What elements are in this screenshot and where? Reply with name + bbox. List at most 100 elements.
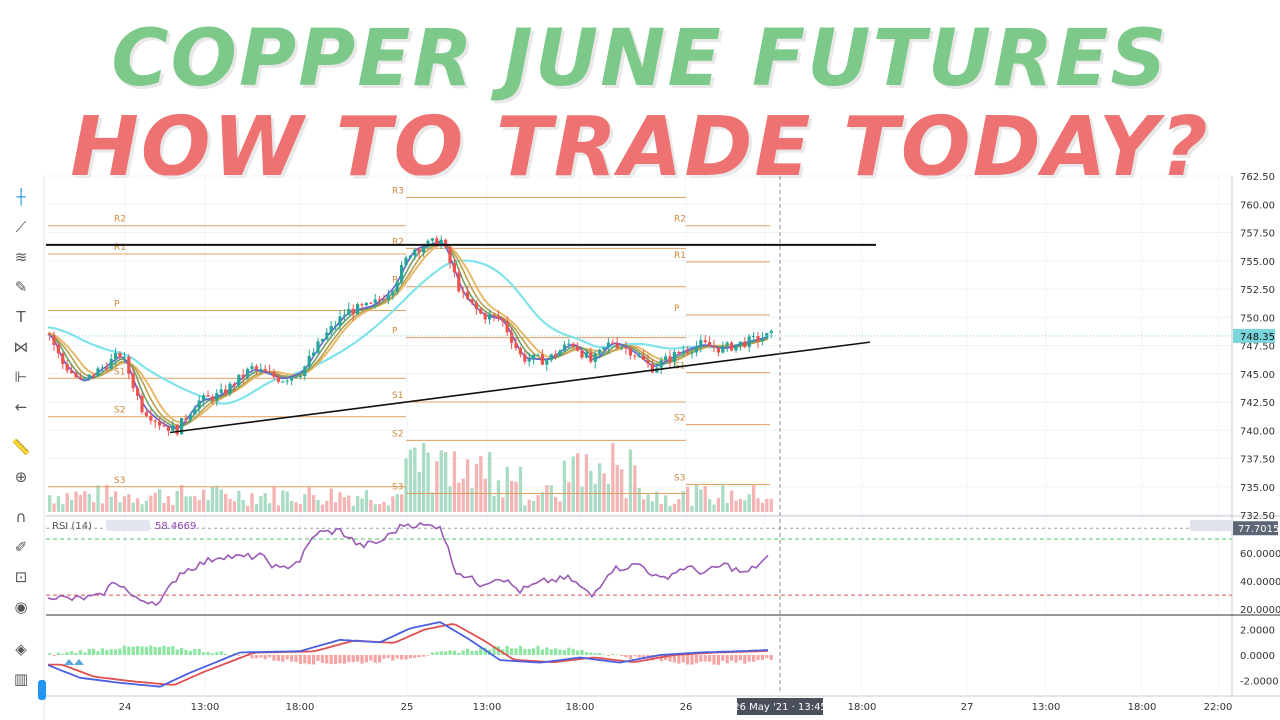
crosshair-icon[interactable]: ┼	[16, 188, 26, 206]
candle-body	[268, 371, 272, 373]
macd-histogram-bar	[96, 651, 100, 655]
candle-body	[391, 291, 395, 296]
trash-icon[interactable]: ▥	[13, 670, 29, 688]
candle-body	[628, 348, 632, 356]
candle-body	[61, 353, 65, 365]
volume-bar	[109, 496, 113, 512]
macd-signal-line	[48, 623, 769, 686]
fib-tools-icon[interactable]: ≋	[14, 248, 28, 266]
zoom-icon[interactable]: ⊕	[14, 468, 28, 486]
candle-body	[131, 373, 135, 389]
volume-bar	[298, 504, 303, 512]
volume-bar	[131, 502, 135, 512]
candle-body	[334, 325, 338, 327]
time-tick-label: 13:00	[1032, 702, 1061, 713]
macd-histogram-bar	[457, 652, 461, 655]
macd-histogram-bar	[250, 655, 254, 659]
macd-histogram-bar	[224, 653, 228, 655]
volume-bar	[567, 482, 571, 512]
macd-histogram-bar	[153, 646, 157, 655]
volume-bar	[237, 490, 241, 512]
macd-histogram-bar	[281, 655, 285, 662]
macd-histogram-bar	[320, 655, 324, 663]
candle-body	[281, 381, 285, 383]
macd-histogram-bar	[105, 650, 109, 655]
macd-histogram-bar	[298, 655, 302, 664]
volume-bar	[452, 451, 457, 512]
price-tick-label: 762.50	[1240, 172, 1275, 183]
macd-histogram-bar	[378, 655, 382, 663]
volume-bar	[664, 495, 668, 512]
volume-bar	[690, 505, 694, 512]
volume-bar	[347, 495, 351, 512]
volume-bar	[342, 497, 347, 512]
measure-icon[interactable]: ⊩	[14, 368, 28, 386]
text-icon[interactable]: T	[16, 308, 26, 326]
macd-histogram-bar	[760, 655, 764, 661]
lock-icon[interactable]: ⊡	[14, 568, 28, 586]
ruler-icon[interactable]: 📏	[11, 438, 31, 456]
magnet-icon[interactable]: ∩	[15, 508, 27, 526]
candle-body	[461, 291, 465, 293]
volume-bar	[505, 466, 509, 512]
collapse-toolbar-button[interactable]	[38, 680, 46, 700]
volume-bar	[83, 491, 87, 512]
volume-bar	[602, 473, 606, 512]
candle-body	[580, 350, 584, 358]
volume-bar	[747, 494, 751, 512]
eye-icon[interactable]: ◉	[14, 598, 28, 616]
crosshair-time-label: 26 May '21 · 13:45	[733, 702, 827, 713]
volume-bar	[290, 500, 294, 512]
last-price-label: 748.35	[1240, 332, 1275, 343]
macd-histogram-bar	[690, 655, 694, 665]
volume-bar	[646, 494, 650, 512]
back-arrow-icon[interactable]: ←	[14, 398, 28, 416]
time-tick-label: 25	[401, 702, 414, 713]
macd-histogram-bar	[206, 651, 210, 655]
brush-icon[interactable]: ✎	[14, 278, 28, 296]
volume-bar	[232, 501, 237, 512]
volume-bar	[413, 447, 417, 512]
volume-bar	[655, 491, 659, 512]
candle-body	[153, 420, 157, 422]
candle-body	[100, 367, 104, 369]
volume-bar	[523, 505, 527, 512]
trend-line-icon[interactable]: ⟋	[15, 218, 27, 236]
lock-drawing-icon[interactable]: ✐	[14, 538, 28, 556]
macd-histogram-bar	[188, 650, 192, 655]
macd-histogram-bar	[210, 653, 214, 655]
macd-histogram-bar	[61, 653, 65, 655]
volume-bar	[241, 500, 245, 512]
pivot-label-r2: R2	[674, 215, 686, 225]
volume-bar	[496, 480, 501, 512]
candle-body	[576, 346, 580, 351]
volume-bar	[250, 493, 254, 512]
volume-bar	[215, 485, 219, 512]
volume-bar	[637, 487, 641, 512]
macd-tick-label: 2.0000	[1240, 626, 1275, 637]
volume-bar	[224, 493, 228, 512]
candle-body	[320, 339, 324, 342]
volume-bar	[334, 502, 338, 512]
macd-histogram-bar	[219, 651, 223, 655]
price-tick-label: 752.50	[1240, 285, 1275, 296]
volume-bar	[294, 502, 298, 512]
volume-bar	[391, 496, 395, 512]
volume-bar	[373, 504, 377, 512]
volume-bar	[210, 487, 215, 512]
macd-histogram-bar	[598, 653, 602, 655]
layers-icon[interactable]: ◈	[15, 640, 27, 658]
price-tick-label: 757.50	[1240, 229, 1275, 240]
macd-histogram-bar	[470, 650, 474, 655]
volume-bar	[730, 490, 734, 512]
macd-histogram-bar	[474, 650, 478, 655]
volume-bar	[624, 498, 628, 512]
macd-histogram-bar	[444, 651, 448, 655]
volume-bar	[479, 456, 483, 512]
macd-histogram-bar	[536, 645, 540, 655]
pattern-icon[interactable]: ⋈	[13, 338, 29, 356]
volume-bar	[725, 502, 729, 512]
macd-tick-label: -2.0000	[1240, 676, 1279, 687]
volume-bar	[580, 486, 584, 512]
